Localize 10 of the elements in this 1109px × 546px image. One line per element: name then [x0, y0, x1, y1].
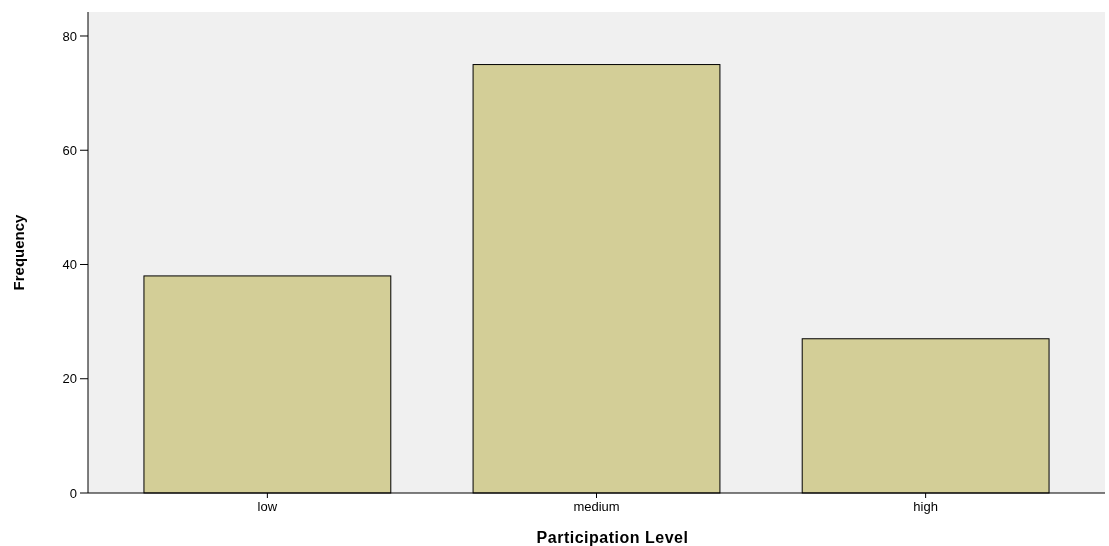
y-tick-label: 80 — [62, 28, 77, 44]
y-axis-title: Frequency — [10, 213, 27, 291]
y-tick-label: 0 — [69, 485, 77, 501]
x-tick-label: low — [257, 499, 278, 514]
x-axis-title: Participation Level — [536, 529, 689, 546]
y-tick-label: 60 — [62, 142, 77, 158]
x-tick-label: medium — [573, 499, 620, 514]
y-tick-label: 20 — [62, 371, 77, 387]
x-tick-label: high — [913, 499, 938, 514]
y-tick-label: 40 — [62, 257, 77, 273]
